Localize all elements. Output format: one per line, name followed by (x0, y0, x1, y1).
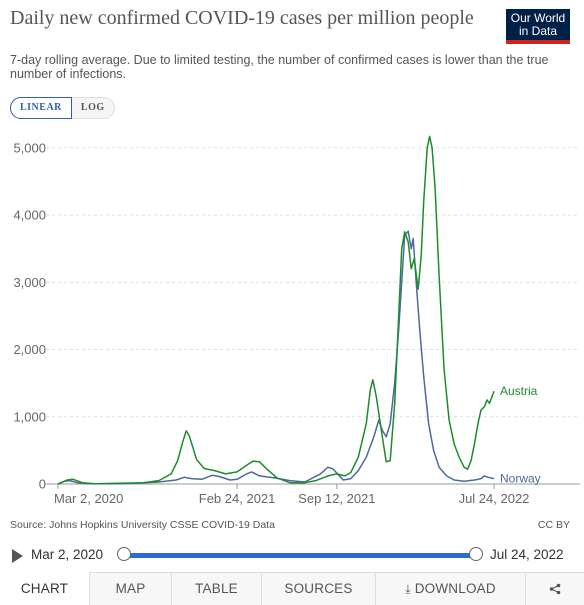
x-tick-label: Mar 2, 2020 (54, 491, 123, 506)
chart-title: Daily new confirmed COVID-19 cases per m… (10, 7, 474, 29)
x-tick-label: Feb 24, 2021 (199, 491, 276, 506)
owid-logo[interactable]: Our World in Data (506, 9, 570, 44)
download-label: DOWNLOAD (414, 581, 496, 596)
bottom-tabs: CHART MAP TABLE SOURCES ⤓ DOWNLOAD (0, 572, 584, 605)
y-tick-label: 4,000 (13, 208, 46, 223)
logo-line-1: Our World (510, 11, 566, 25)
tab-download[interactable]: ⤓ DOWNLOAD (376, 573, 526, 605)
timeline-start-handle[interactable] (117, 547, 131, 561)
logo-line-2: in Data (518, 24, 558, 38)
y-tick-label: 5,000 (13, 140, 46, 155)
y-axis-tick-labels: 0 1,000 2,000 3,000 4,000 5,000 (13, 140, 46, 491)
y-tick-label: 0 (39, 477, 46, 492)
timeline-track[interactable] (124, 553, 476, 558)
tab-map[interactable]: MAP (90, 573, 172, 605)
line-chart: 0 1,000 2,000 3,000 4,000 5,000 Mar 2, 2020 Fe… (13, 135, 580, 506)
tab-share[interactable] (526, 573, 584, 605)
tab-sources[interactable]: SOURCES (262, 573, 376, 605)
y-tick-label: 1,000 (13, 409, 46, 424)
x-tick-label: Jul 24, 2022 (459, 491, 530, 506)
x-tick-label: Sep 12, 2021 (298, 491, 375, 506)
scale-toggle[interactable]: LINEAR LOG (10, 97, 115, 119)
y-tick-label: 2,000 (13, 342, 46, 357)
gridlines (46, 147, 580, 485)
play-icon[interactable] (12, 549, 23, 563)
license-link[interactable]: CC BY (537, 519, 570, 531)
download-icon: ⤓ (405, 582, 411, 596)
series-line-norway (57, 230, 495, 485)
timeline-start-label: Mar 2, 2020 (31, 547, 104, 562)
series-label-norway: Norway (500, 472, 541, 486)
source-note: Source: Johns Hopkins University CSSE CO… (10, 519, 275, 531)
series-lines (57, 135, 495, 485)
linear-scale-button[interactable]: LINEAR (10, 97, 72, 119)
y-tick-label: 3,000 (13, 275, 46, 290)
series-line-austria (57, 135, 495, 485)
x-axis-tick-labels: Mar 2, 2020 Feb 24, 2021 Sep 12, 2021 Jul 2… (54, 484, 529, 506)
tab-chart[interactable]: CHART (0, 572, 90, 605)
chart-subtitle: 7-day rolling average. Due to limited te… (10, 53, 549, 81)
timeline-end-label: Jul 24, 2022 (490, 547, 564, 562)
series-labels: Austria Norway (500, 384, 541, 485)
share-icon (549, 584, 561, 595)
tab-table[interactable]: TABLE (172, 573, 262, 605)
log-scale-button[interactable]: LOG (71, 97, 115, 119)
timeline-slider[interactable]: Mar 2, 2020 Jul 24, 2022 (0, 542, 584, 570)
timeline-end-handle[interactable] (469, 547, 483, 561)
series-label-austria: Austria (500, 384, 538, 398)
